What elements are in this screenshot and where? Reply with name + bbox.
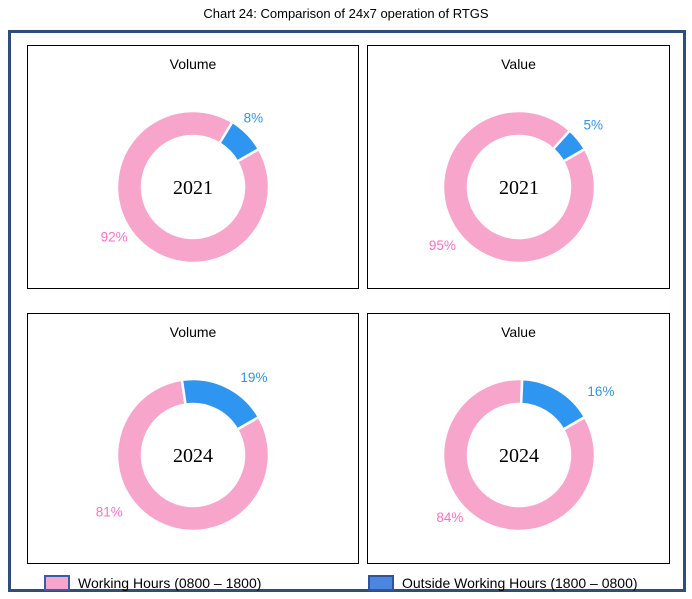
outside-working-hours-swatch	[368, 575, 394, 591]
panel-title-volume-2024: Volume	[169, 324, 217, 340]
legend-label-outside-working-hours: Outside Working Hours (1800 – 0800)	[402, 575, 638, 591]
slice-working-hours	[441, 109, 596, 265]
slice-working-hours	[115, 109, 271, 265]
outside-working-hours-share-label: 16%	[587, 384, 614, 399]
donut-chart-value-2021: 95% 5% 2021	[428, 109, 603, 265]
chart-frame: Volume 92% 8% 2021 Value 95% 5% 2021 Volume …	[8, 30, 686, 592]
panel-volume-2024: Volume 81% 19% 2024	[27, 313, 359, 564]
working-hours-share-label: 84%	[436, 510, 463, 525]
slice-outside-working-hours	[180, 377, 261, 431]
slice-working-hours	[115, 378, 271, 533]
panel-title-value-2024: Value	[501, 324, 536, 340]
year-label: 2021	[499, 177, 539, 199]
chart-legend: Working Hours (0800 – 1800) Outside Work…	[11, 574, 677, 592]
year-label: 2024	[499, 445, 539, 467]
panel-value-2021: Value 95% 5% 2021	[367, 45, 670, 289]
legend-item-outside-working-hours: Outside Working Hours (1800 – 0800)	[368, 574, 638, 592]
working-hours-share-label: 95%	[428, 238, 455, 253]
working-hours-share-label: 92%	[101, 229, 128, 244]
outside-working-hours-share-label: 5%	[583, 118, 603, 133]
working-hours-swatch	[44, 575, 70, 591]
slice-outside-working-hours	[551, 129, 586, 163]
donut-chart-volume-2024: 81% 19% 2024	[96, 370, 271, 533]
panel-title-volume-2021: Volume	[169, 56, 217, 72]
slice-working-hours	[441, 377, 596, 533]
panel-value-2024: Value 84% 16% 2024	[367, 313, 670, 564]
figure-title: Chart 24: Comparison of 24x7 operation o…	[203, 6, 489, 21]
donut-chart-volume-2021: 92% 8% 2021	[101, 109, 271, 265]
working-hours-share-label: 81%	[96, 504, 123, 519]
slice-outside-working-hours	[218, 120, 261, 163]
outside-working-hours-share-label: 8%	[244, 111, 264, 126]
slice-outside-working-hours	[519, 377, 586, 431]
year-label: 2024	[173, 445, 213, 467]
legend-item-working-hours: Working Hours (0800 – 1800)	[44, 574, 261, 592]
legend-label-working-hours: Working Hours (0800 – 1800)	[78, 575, 262, 591]
outside-working-hours-share-label: 19%	[240, 370, 267, 385]
panel-title-value-2021: Value	[501, 56, 536, 72]
year-label: 2021	[173, 177, 213, 199]
donut-chart-value-2024: 84% 16% 2024	[436, 377, 614, 533]
panel-volume-2021: Volume 92% 8% 2021	[27, 45, 359, 289]
